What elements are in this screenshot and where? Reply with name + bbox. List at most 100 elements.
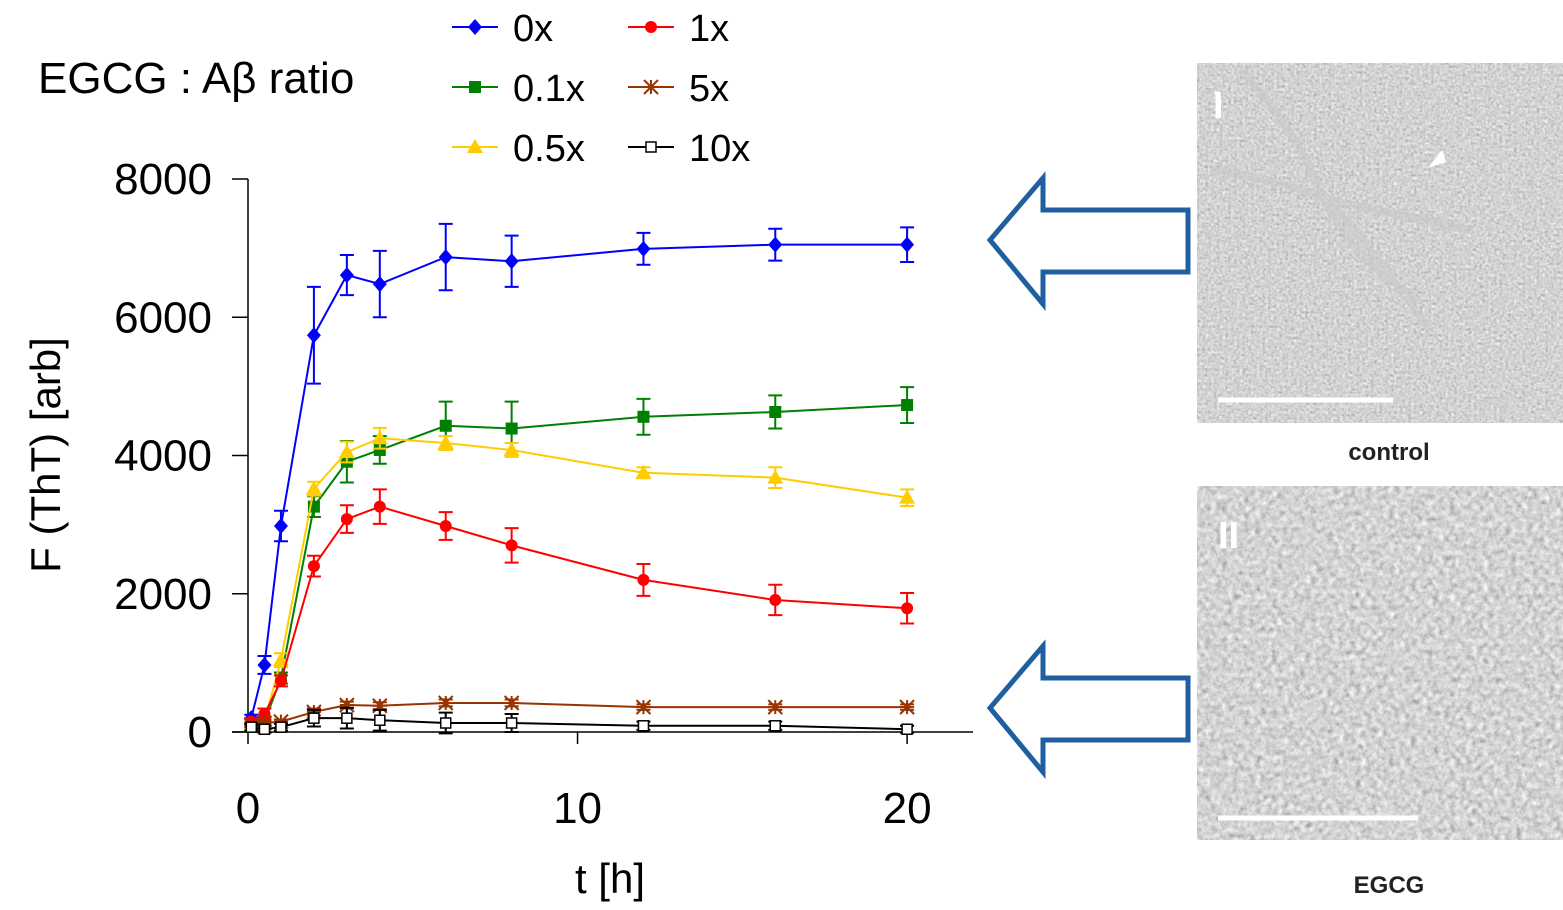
marker <box>373 443 386 456</box>
arrow <box>986 171 1191 311</box>
y-tick-label: 8000 <box>114 155 212 204</box>
marker <box>769 593 782 606</box>
marker <box>503 441 520 456</box>
marker <box>468 19 482 35</box>
marker <box>503 695 520 711</box>
marker <box>340 513 353 526</box>
marker <box>371 430 388 445</box>
marker <box>504 253 519 270</box>
marker <box>637 573 650 586</box>
arrow <box>986 639 1191 779</box>
micrograph: II EGCG <box>1197 486 1563 899</box>
marker <box>339 267 354 284</box>
marker <box>901 723 913 735</box>
marker <box>306 327 321 344</box>
marker <box>272 652 289 667</box>
marker <box>439 419 452 432</box>
image-label: II <box>1218 515 1239 557</box>
marker <box>767 469 784 484</box>
marker <box>901 399 914 412</box>
series <box>244 488 915 728</box>
marker <box>305 480 322 495</box>
marker <box>256 715 273 731</box>
marker <box>275 721 287 733</box>
marker <box>505 717 518 729</box>
line <box>250 505 908 723</box>
legend-label: 5x <box>689 68 729 110</box>
image-caption: control <box>1348 439 1429 466</box>
legend-label: 0.5x <box>513 128 585 170</box>
line <box>250 243 908 719</box>
marker <box>307 560 320 573</box>
marker <box>274 674 287 687</box>
marker <box>635 464 652 479</box>
series <box>244 706 915 735</box>
line <box>251 437 908 727</box>
marker <box>635 699 652 715</box>
marker <box>901 602 914 615</box>
legend-label: 0x <box>513 8 553 50</box>
marker <box>645 21 657 33</box>
marker <box>645 141 657 153</box>
marker <box>341 712 353 724</box>
marker <box>439 717 452 729</box>
x-tick-label: 20 <box>883 784 932 833</box>
marker <box>438 695 454 711</box>
marker <box>767 699 783 715</box>
micrograph-image <box>1197 486 1563 840</box>
x-axis-label: t [h] <box>575 855 645 902</box>
marker <box>374 714 386 726</box>
marker <box>768 236 783 253</box>
y-tick-label: 2000 <box>114 570 212 619</box>
marker <box>636 240 651 257</box>
marker <box>437 435 454 450</box>
marker <box>258 723 271 735</box>
y-tick-label: 0 <box>188 708 212 757</box>
image-caption: EGCG <box>1354 872 1425 899</box>
marker <box>769 405 782 418</box>
marker <box>637 720 650 732</box>
marker <box>505 539 518 552</box>
series <box>243 426 916 732</box>
marker <box>439 520 452 533</box>
series <box>244 222 915 727</box>
legend-title: EGCG : Aβ ratio <box>38 54 354 103</box>
x-tick-label: 0 <box>236 784 260 833</box>
legend-label: 0.1x <box>513 68 585 110</box>
marker <box>258 708 271 721</box>
marker <box>469 81 481 93</box>
marker <box>308 712 320 724</box>
series <box>244 386 915 732</box>
marker <box>372 276 387 293</box>
legend-label: 10x <box>689 128 750 170</box>
marker <box>643 79 659 95</box>
micrograph: I control <box>1197 63 1563 466</box>
legend-label: 1x <box>689 8 729 50</box>
marker <box>245 721 258 733</box>
marker <box>637 410 650 423</box>
y-tick-label: 4000 <box>114 432 212 481</box>
marker <box>307 500 320 513</box>
marker <box>273 518 288 535</box>
fibril <box>1209 67 1471 333</box>
marker <box>899 699 915 715</box>
marker <box>338 444 355 459</box>
y-tick-label: 6000 <box>114 293 212 342</box>
marker <box>372 698 388 714</box>
marker <box>899 489 916 504</box>
marker <box>505 422 518 435</box>
marker <box>373 500 386 513</box>
x-tick-label: 10 <box>553 784 602 833</box>
marker <box>467 139 483 153</box>
pointer <box>1428 150 1446 168</box>
marker <box>339 697 355 713</box>
y-axis-label: F (ThT) [arb] <box>22 337 69 573</box>
image-label: I <box>1213 85 1224 127</box>
marker <box>257 656 272 673</box>
micrograph-image <box>1197 63 1563 423</box>
marker <box>438 249 453 266</box>
marker <box>900 236 915 253</box>
marker <box>769 720 782 732</box>
